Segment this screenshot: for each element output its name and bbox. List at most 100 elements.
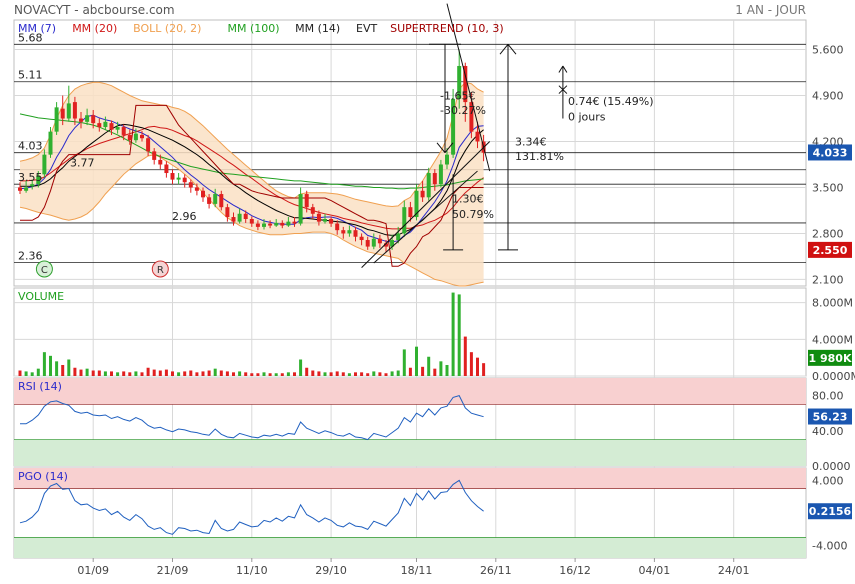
candle-body xyxy=(262,223,266,227)
volume-bar xyxy=(311,370,315,376)
candle-body xyxy=(54,107,59,132)
candle-body xyxy=(207,197,212,204)
volume-bar xyxy=(152,369,156,376)
volume-bar xyxy=(213,368,217,376)
price-y-tick-label: 3.500 xyxy=(812,181,844,194)
legend-item-ma20: MM (20) xyxy=(72,22,117,35)
legend-item-evt: EVT xyxy=(356,22,377,35)
candle-body xyxy=(341,230,346,234)
indicator-y-tick-label: 0.0000 xyxy=(812,460,851,473)
series-line-supertrend xyxy=(20,104,484,267)
candle-body xyxy=(243,213,248,220)
volume-bar xyxy=(286,372,290,376)
candle-body xyxy=(219,194,224,208)
measure-arrowhead xyxy=(499,43,509,55)
volume-bar xyxy=(439,361,443,376)
x-tick-label: 04/01 xyxy=(639,564,671,577)
volume-bar xyxy=(110,371,113,376)
price-level-label: 3.77 xyxy=(70,157,95,170)
candle-body xyxy=(359,236,364,241)
candle-body xyxy=(335,223,340,231)
candle-body xyxy=(274,222,279,226)
volume-bar xyxy=(482,363,486,376)
candle-body xyxy=(213,194,218,204)
volume-bar xyxy=(30,372,34,376)
volume-bar xyxy=(427,356,431,376)
overbought-zone xyxy=(14,468,806,489)
candle-body xyxy=(79,118,83,122)
candle-body xyxy=(371,238,376,247)
value-badge-label: 4.033 xyxy=(813,146,848,159)
volume-bar xyxy=(24,371,28,376)
series-line-bollL xyxy=(19,154,484,287)
volume-bar xyxy=(360,372,364,376)
price-level-label: 2.96 xyxy=(172,210,197,223)
volume-bar xyxy=(201,371,205,376)
candle-body xyxy=(60,108,65,119)
event-marker xyxy=(35,260,53,278)
price-y-tick-label: 5.600 xyxy=(812,44,844,57)
volume-bar xyxy=(402,349,406,376)
price-y-tick-label: 4.900 xyxy=(812,90,844,103)
volume-bar xyxy=(140,372,144,376)
x-tick-label: 16/12 xyxy=(559,564,591,577)
candle-body xyxy=(164,164,169,174)
volume-bar xyxy=(116,372,120,376)
volume-bar xyxy=(274,373,278,376)
volume-bar xyxy=(189,370,193,376)
volume-bar xyxy=(250,373,254,376)
overbought-zone xyxy=(14,378,806,405)
candle-body xyxy=(72,102,77,119)
volume-bar xyxy=(372,371,376,376)
legend-item-ma7: MM (7) xyxy=(18,22,56,35)
candle-body xyxy=(451,98,456,155)
candle-body xyxy=(475,131,480,142)
volume-bar xyxy=(238,371,242,376)
measure-arrowhead xyxy=(507,43,517,55)
oversold-zone xyxy=(14,537,806,558)
candle-body xyxy=(402,207,407,234)
candle-body xyxy=(146,138,151,152)
chart-title: NOVACYT - abcbourse.com xyxy=(14,3,175,17)
candle-body xyxy=(408,207,413,218)
candle-body xyxy=(457,65,462,99)
candle-body xyxy=(298,194,303,224)
x-tick-label: 11/10 xyxy=(236,564,268,577)
candle-body xyxy=(24,187,29,191)
volume-bar xyxy=(97,370,101,376)
candle-body xyxy=(469,102,474,132)
candle-body xyxy=(30,184,35,187)
candle-body xyxy=(316,213,321,222)
candle-body xyxy=(36,175,41,185)
volume-bar xyxy=(42,352,46,376)
legend-item-supertrend: SUPERTREND (10, 3) xyxy=(390,22,504,35)
candle-body xyxy=(396,233,401,241)
volume-bar xyxy=(232,372,235,376)
indicator-panel-title: RSI (14) xyxy=(18,380,62,393)
candle-body xyxy=(140,134,144,139)
candle-body xyxy=(280,222,285,226)
candle-body xyxy=(420,190,425,198)
volume-bar xyxy=(445,365,449,376)
price-level-label: 5.68 xyxy=(18,31,43,44)
candle-body xyxy=(323,219,327,222)
volume-y-tick-label: 8.000M xyxy=(812,297,853,310)
legend-item-ma100: MM (100) xyxy=(228,22,280,35)
value-badge xyxy=(808,503,852,520)
volume-bar xyxy=(463,336,467,376)
series-line-ma100 xyxy=(19,113,484,190)
price-annotation: -1.65€ xyxy=(440,90,475,103)
candle-body xyxy=(66,103,71,119)
volume-bar xyxy=(415,346,418,376)
volume-bar xyxy=(335,371,339,376)
indicator-y-tick-label: 80.00 xyxy=(812,390,844,403)
volume-bar xyxy=(384,373,388,376)
volume-bar xyxy=(341,372,345,376)
candle-body xyxy=(365,240,370,247)
measure-arrowhead xyxy=(444,142,454,153)
legend-item-boll: BOLL (20, 2) xyxy=(133,22,201,35)
candle-body xyxy=(109,123,114,130)
price-level-label: 3.55 xyxy=(18,171,43,184)
volume-bar xyxy=(317,371,321,376)
volume-bar xyxy=(207,370,211,376)
